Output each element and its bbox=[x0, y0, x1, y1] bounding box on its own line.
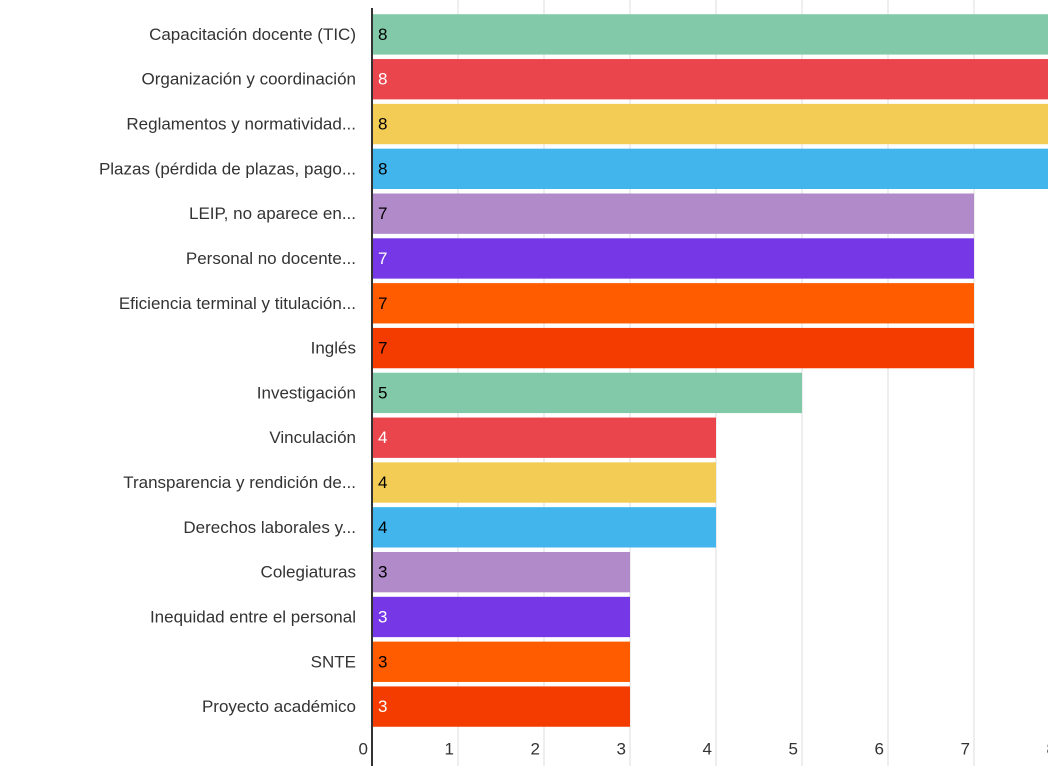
y-tick-label: Inequidad entre el personal bbox=[150, 607, 356, 626]
bar bbox=[372, 14, 1048, 55]
y-tick-label: Reglamentos y normatividad... bbox=[126, 115, 356, 134]
x-tick-label: 8 bbox=[1047, 739, 1048, 758]
value-label: 8 bbox=[378, 70, 387, 89]
bar bbox=[372, 148, 1048, 190]
y-tick-label: Plazas (pérdida de plazas, pago... bbox=[99, 159, 356, 178]
bar bbox=[372, 283, 974, 324]
bar bbox=[372, 59, 1048, 100]
y-tick-label: LEIP, no aparece en... bbox=[189, 204, 356, 223]
value-label: 3 bbox=[378, 607, 387, 626]
y-tick-label: Organización y coordinación bbox=[141, 70, 356, 89]
y-tick-label: Personal no docente... bbox=[186, 249, 356, 268]
value-label: 7 bbox=[378, 249, 387, 268]
x-tick-label: 0 bbox=[359, 739, 368, 758]
x-tick-label: 2 bbox=[531, 739, 540, 758]
bar bbox=[372, 507, 716, 548]
bar bbox=[372, 551, 630, 593]
y-tick-label: Capacitación docente (TIC) bbox=[149, 25, 356, 44]
x-tick-label: 6 bbox=[875, 739, 884, 758]
bar bbox=[372, 417, 716, 458]
bar bbox=[372, 372, 802, 414]
y-tick-label: Vinculación bbox=[269, 428, 356, 447]
y-tick-label: Eficiencia terminal y titulación... bbox=[119, 294, 356, 313]
value-label: 3 bbox=[378, 652, 387, 671]
value-label: 7 bbox=[378, 339, 387, 358]
bar bbox=[372, 238, 974, 279]
x-tick-label: 4 bbox=[703, 739, 712, 758]
x-tick-label: 3 bbox=[617, 739, 626, 758]
y-tick-label: SNTE bbox=[311, 652, 356, 671]
value-label: 7 bbox=[378, 204, 387, 223]
value-label: 5 bbox=[378, 383, 387, 402]
value-label: 8 bbox=[378, 115, 387, 134]
x-tick-label: 5 bbox=[789, 739, 798, 758]
y-tick-label: Colegiaturas bbox=[261, 563, 356, 582]
bar bbox=[372, 462, 716, 503]
value-label: 8 bbox=[378, 25, 387, 44]
bar bbox=[372, 327, 974, 369]
y-tick-label: Inglés bbox=[311, 339, 356, 358]
bar bbox=[372, 193, 974, 234]
bar bbox=[372, 596, 630, 638]
y-tick-label: Derechos laborales y... bbox=[183, 518, 356, 537]
bar bbox=[372, 103, 1048, 145]
value-label: 4 bbox=[378, 473, 387, 492]
x-tick-label: 7 bbox=[961, 739, 970, 758]
value-label: 4 bbox=[378, 518, 387, 537]
y-tick-label: Proyecto académico bbox=[202, 697, 356, 716]
y-tick-label: Transparencia y rendición de... bbox=[123, 473, 356, 492]
value-label: 8 bbox=[378, 159, 387, 178]
value-label: 3 bbox=[378, 697, 387, 716]
value-label: 4 bbox=[378, 428, 387, 447]
x-tick-label: 1 bbox=[445, 739, 454, 758]
bar bbox=[372, 641, 630, 682]
bar bbox=[372, 686, 630, 727]
value-label: 3 bbox=[378, 563, 387, 582]
value-label: 7 bbox=[378, 294, 387, 313]
y-tick-label: Investigación bbox=[257, 383, 356, 402]
